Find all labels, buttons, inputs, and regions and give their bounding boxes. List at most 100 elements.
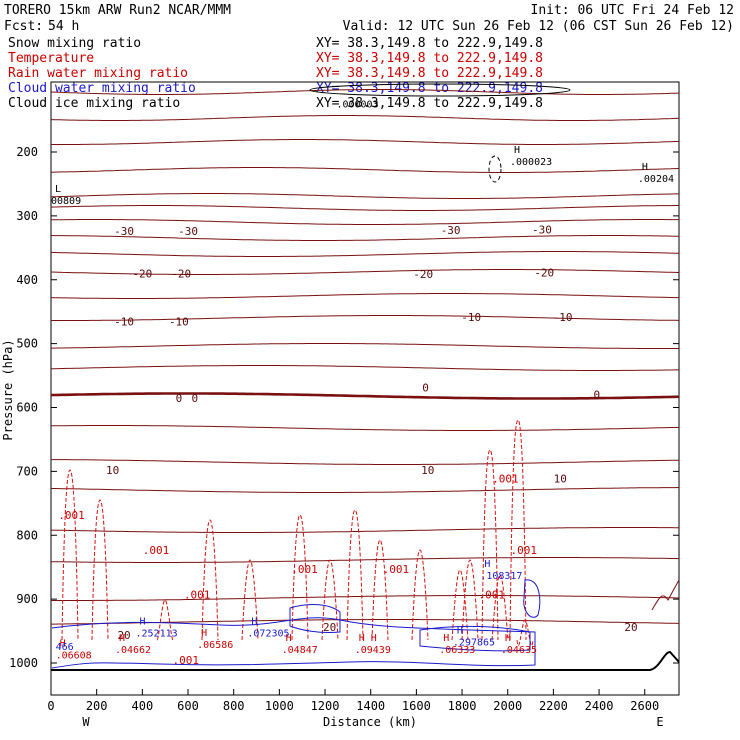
- rain-contour: [201, 519, 219, 641]
- extrema-value: .09439: [355, 645, 391, 656]
- temperature-label: 0: [593, 389, 600, 402]
- legend-label-cloud-ice: Cloud ice mixing ratio: [8, 96, 180, 111]
- temperature-label: 20: [624, 621, 637, 634]
- x-tick-label: 1600: [402, 699, 431, 713]
- isotherm-line: [51, 425, 680, 431]
- rain-label: .001: [184, 589, 211, 602]
- isotherm-line: [50, 365, 679, 371]
- isotherm-line: [50, 392, 680, 400]
- rain-contour: [371, 539, 389, 641]
- extrema-mark: L: [55, 184, 61, 195]
- extrema-value: .000023: [510, 157, 552, 168]
- rain-contour: [411, 549, 429, 641]
- temperature-label: 10: [421, 464, 434, 477]
- extrema-mark: H: [201, 628, 207, 639]
- cloud-water-contour: [523, 579, 541, 618]
- x-tick-label: 800: [223, 699, 245, 713]
- cloud-water-contour: [51, 617, 536, 669]
- legend-label-rain: Rain water mixing ratio: [8, 66, 188, 81]
- temperature-label: -10: [114, 315, 134, 328]
- temperature-label: -30: [441, 224, 461, 237]
- rain-contour: [156, 599, 174, 641]
- x-tick-label: 200: [86, 699, 108, 713]
- legend-xy-temperature: XY= 38.3,149.8 to 222.9,149.8: [316, 51, 543, 66]
- x-tick-label: 2400: [585, 699, 614, 713]
- temperature-label: 0: [176, 392, 183, 405]
- temperature-label: 10: [554, 472, 567, 485]
- isotherm-line: [50, 205, 679, 211]
- x-tick-label: 2200: [539, 699, 568, 713]
- extrema-value: .04635: [501, 645, 537, 656]
- isotherm-line: [50, 293, 679, 299]
- extrema-value: .06608: [56, 650, 92, 661]
- temperature-label: -30: [532, 223, 552, 236]
- temperature-label: 20: [323, 621, 336, 634]
- extrema-value: .252113: [135, 629, 177, 640]
- isotherm-line: [51, 487, 680, 493]
- x-axis-east-label: E: [656, 715, 663, 729]
- extrema-value: 466: [56, 642, 74, 653]
- x-tick-label: 2000: [493, 699, 522, 713]
- extrema-labels: H.000023 H.00204L00809.000003H.252113H.07…: [51, 100, 674, 662]
- extrema-value: .297865: [453, 638, 495, 649]
- x-tick-label: 1400: [356, 699, 385, 713]
- x-axis: 0 200 400 600 800 1000 1200 1400 1600 1800 2000 220…: [47, 689, 659, 713]
- isotherm-line: [51, 459, 679, 465]
- temperature-label: -10: [169, 315, 189, 328]
- x-tick-label: 400: [132, 699, 154, 713]
- temperature-label: -30: [178, 225, 198, 238]
- y-tick-label: 200: [16, 145, 38, 159]
- x-tick-label: 600: [177, 699, 199, 713]
- isotherm-line: [50, 235, 680, 241]
- extrema-value: .04662: [115, 645, 151, 656]
- y-tick-label: 500: [16, 337, 38, 351]
- rain-label: .001: [172, 654, 199, 667]
- terrain-line: [51, 650, 680, 671]
- isotherm-line: [50, 527, 679, 533]
- rain-contour: [451, 569, 469, 641]
- extrema-value: .00204: [638, 174, 674, 185]
- rain-contour: [61, 469, 79, 641]
- extrema-mark: H: [642, 162, 648, 173]
- header-valid: Valid: 12 UTC Sun 26 Feb 12 (06 CST Sun …: [343, 19, 734, 34]
- rain-contour: [461, 559, 479, 641]
- x-tick-label: 1000: [265, 699, 294, 713]
- isotherm-line: [651, 579, 680, 611]
- extrema-mark: H: [119, 633, 125, 644]
- legend-xy-cloud-water: XY= 38.3,149.8 to 222.9,149.8: [316, 81, 543, 96]
- isotherm-line: [50, 251, 680, 257]
- extrema-mark: H: [505, 633, 511, 644]
- extrema-mark: H: [60, 638, 66, 649]
- header-fcst-label: Fcst:: [4, 19, 43, 34]
- rain-contour: [241, 559, 259, 641]
- isotherm-line: [50, 269, 680, 275]
- rain-contour: [516, 619, 534, 646]
- extrema-mark: H: [251, 617, 257, 628]
- snow-contour: [488, 155, 502, 183]
- x-axis-label: Distance (km): [323, 715, 417, 729]
- rain-label: .001: [478, 589, 505, 602]
- rain-contour: [491, 574, 509, 641]
- extrema-mark: H: [443, 633, 449, 644]
- x-tick-label: 0: [47, 699, 54, 713]
- rain-label: .001: [510, 544, 537, 557]
- rain-label: .001: [383, 563, 410, 576]
- temperature-label: 0: [422, 382, 429, 395]
- y-tick-label: 1000: [9, 656, 38, 670]
- x-tick-label: 1200: [311, 699, 340, 713]
- legend-xy-cloud-ice: XY= 38.3,149.8 to 222.9,149.8: [316, 96, 543, 111]
- y-tick-label: 600: [16, 401, 38, 415]
- x-tick-label: 2600: [630, 699, 659, 713]
- header-init: Init: 06 UTC Fri 24 Feb 12: [531, 3, 735, 18]
- extrema-mark: H: [514, 145, 520, 156]
- extrema-mark: H H: [359, 633, 377, 644]
- rain-contour-labels: .001 .001 .001 .001 .001 .001 .001 .001 .001: [58, 472, 537, 666]
- extrema-mark: H: [457, 626, 463, 637]
- rain-contour: [321, 559, 339, 641]
- isotherm-line: [50, 115, 680, 121]
- temperature-label: -20: [413, 268, 433, 281]
- temperature-label: -20: [132, 267, 152, 280]
- temperature-label: 10: [106, 464, 119, 477]
- rain-contour: [481, 449, 499, 641]
